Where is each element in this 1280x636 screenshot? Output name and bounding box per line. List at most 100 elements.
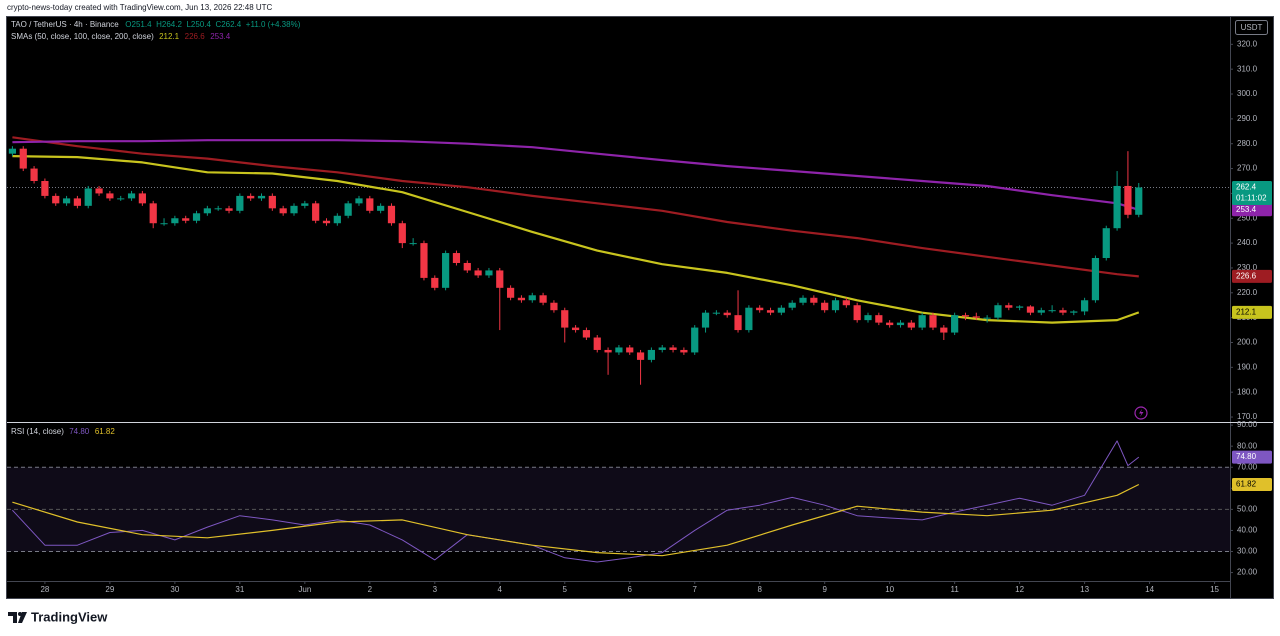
candle-body [62,198,71,204]
ohlc-value: O251.4 [125,20,152,29]
candle-body [333,215,341,224]
candle-body [701,312,710,328]
candle-body [355,198,363,204]
candle-body [312,203,320,221]
alert-bolt[interactable] [1139,409,1144,417]
candle-body [582,330,591,338]
candle-body [571,327,580,331]
y-tick-label: 190.0 [1237,362,1258,371]
candle-body [442,253,450,288]
rsi-legend: RSI (14, close) [11,427,64,436]
candle-body [1059,310,1067,313]
candle-body [929,315,937,328]
candle-body [528,295,536,301]
candle-body [149,203,157,224]
candle-body [507,287,515,298]
candle-body [918,315,926,328]
x-tick-label: 2 [368,585,373,594]
candle-body [636,352,645,360]
candle-body [8,148,17,154]
candle-body [658,347,666,350]
y-tick-label: 320.0 [1237,39,1258,48]
candle-body [106,193,114,199]
rsi-value-label: 61.82 [1236,480,1257,489]
x-tick-label: 7 [692,585,697,594]
candle-body [409,243,417,245]
x-tick-label: 13 [1080,585,1089,594]
candle-body [669,347,677,350]
candle-body [73,198,81,206]
y-tick-label: 280.0 [1237,139,1258,148]
candle-body [951,315,959,333]
rsi-line [12,440,1140,563]
last-price-label: 262.4 [1236,183,1257,192]
rsi-pane [7,440,1230,563]
candle-body [853,305,861,321]
candle-body [474,270,482,276]
candle-body [907,322,915,328]
candle-body [344,203,352,216]
candle-body [41,180,49,196]
candle-body [788,302,796,308]
candle-body [766,310,775,313]
y-tick-label: 50.00 [1237,504,1258,513]
candle-body [810,297,818,303]
candle-body [366,198,374,211]
y-tick-label: 240.0 [1237,238,1258,247]
x-tick-label: 4 [498,585,503,594]
y-tick-label: 310.0 [1237,64,1258,73]
brand-logo[interactable] [8,612,27,623]
y-tick-label: 230.0 [1237,263,1258,272]
sma-price-label-box [1232,305,1272,319]
candle-body [160,223,168,225]
candle-body [463,262,471,271]
rsi-line [12,483,1140,557]
y-tick-label: 90.00 [1237,420,1258,429]
x-tick-label: 14 [1145,585,1154,594]
sma-line [12,136,1139,278]
candle-body [1113,185,1121,229]
rsi-value-label: 74.80 [1236,452,1257,461]
candle-body [723,312,731,316]
candle-body [171,218,179,224]
candle-body [268,195,276,209]
candle-body [192,213,201,221]
candle-body [182,218,190,221]
candle-body [896,322,905,326]
sma-legend-value: 253.4 [210,32,231,41]
candle-body [431,277,439,288]
y-tick-label: 70.00 [1237,462,1258,471]
candle-body [496,270,504,288]
y-tick-label: 300.0 [1237,89,1258,98]
x-tick-label: 5 [563,585,568,594]
candle-body [799,297,807,303]
candle-body [1135,187,1143,215]
y-tick-label: 270.0 [1237,164,1258,173]
candle-body [1124,185,1132,215]
price-pane [7,136,1230,385]
y-tick-label: 170.0 [1237,412,1258,421]
rsi-value-label-box [1232,477,1272,491]
candle-body [138,193,146,204]
ohlc-value: +11.0 (+4.38%) [246,20,301,29]
sma-line [12,139,1140,211]
candle-body [1048,310,1056,312]
brand[interactable]: TradingView [31,609,108,624]
currency[interactable]: USDT [1241,23,1263,32]
sma-legend-value: 226.6 [185,32,206,41]
candle-body [420,243,428,278]
x-tick-label: 6 [628,585,633,594]
axes: 170.0180.0190.0200.0210.0220.0230.0240.0… [40,39,1272,594]
alert-icon[interactable] [1134,406,1148,420]
candle-body [214,208,222,210]
candle-body [1016,306,1024,308]
x-tick-label: 28 [40,585,49,594]
ohlc-value: H264.2 [156,20,182,29]
candle-body [593,337,601,350]
candle-body [561,310,569,328]
candle-body [322,220,331,224]
candle-body [875,315,883,323]
candle-body [1070,311,1078,313]
currency-box[interactable] [1235,20,1268,35]
